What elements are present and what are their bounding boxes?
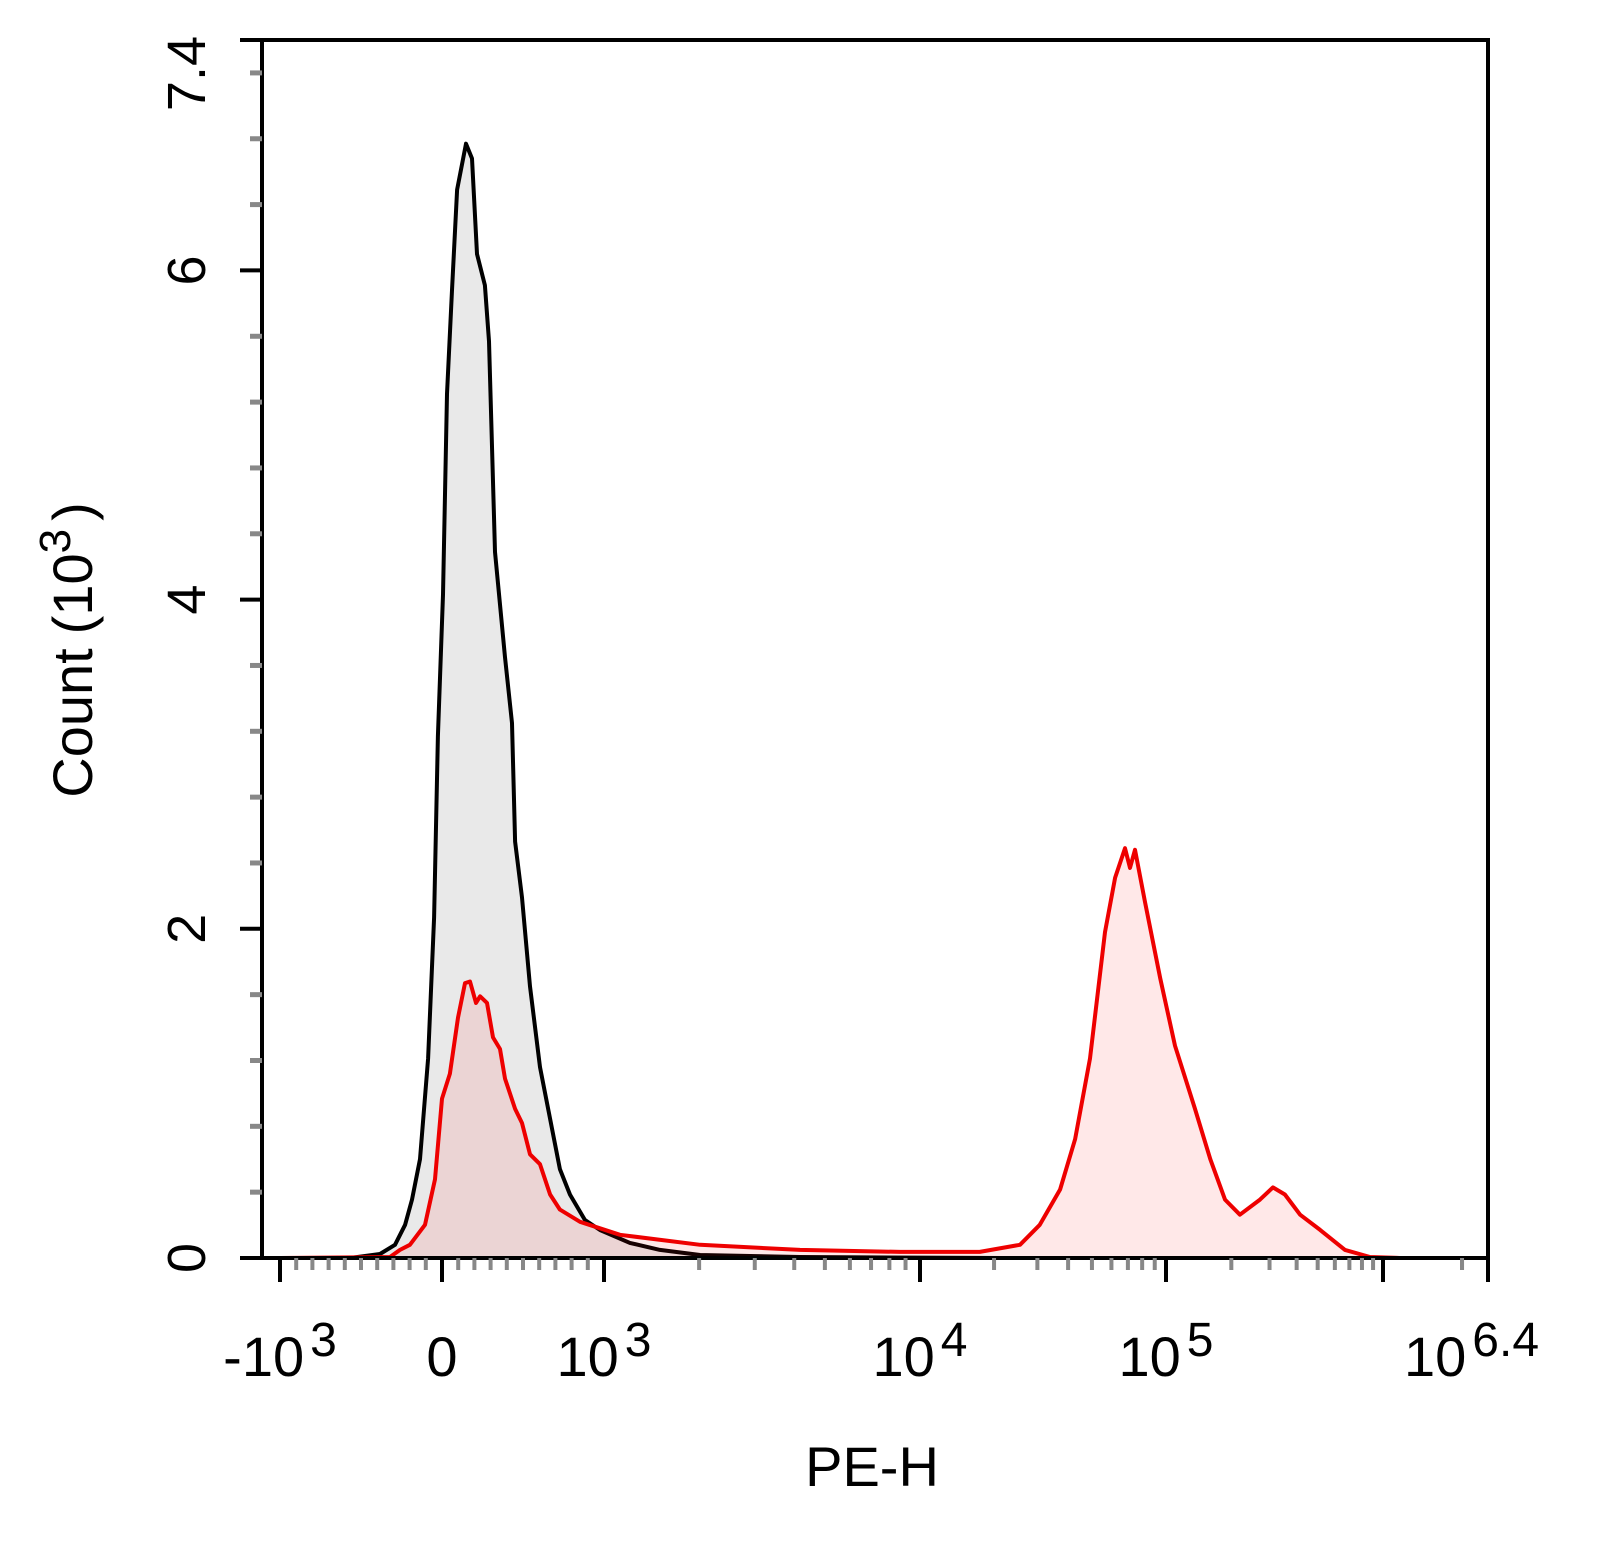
y-axis-label: Count (103) bbox=[31, 502, 104, 798]
x-tick-base: 10 bbox=[1119, 1325, 1181, 1388]
y-axis-unit-close: ) bbox=[41, 502, 104, 521]
y-tick-label: 4 bbox=[157, 585, 217, 615]
series-layer bbox=[262, 141, 1488, 1260]
x-tick-label: 10 4 bbox=[873, 1314, 968, 1388]
x-tick-label: 10 6.4 bbox=[1404, 1314, 1539, 1388]
x-tick-exp: 4 bbox=[941, 1314, 968, 1367]
x-tick-label: -10 3 bbox=[223, 1314, 337, 1388]
y-tick-label: 7.4 bbox=[157, 36, 217, 111]
y-tick-label: 2 bbox=[157, 914, 217, 944]
x-tick-base: -10 bbox=[223, 1325, 304, 1388]
x-tick-exp: 3 bbox=[625, 1314, 652, 1367]
series-1-line bbox=[279, 846, 1488, 1260]
series-0-fill bbox=[262, 143, 1488, 1259]
y-tick-label: 6 bbox=[157, 255, 217, 285]
plot-frame bbox=[260, 38, 1490, 1260]
x-tick-exp: 3 bbox=[310, 1314, 337, 1367]
x-tick-base: 10 bbox=[1404, 1325, 1466, 1388]
x-tick-exp: 5 bbox=[1187, 1314, 1214, 1367]
series-1-fill bbox=[262, 848, 1488, 1258]
y-tick-label: 0 bbox=[157, 1243, 217, 1273]
x-tick-label: 0 bbox=[426, 1325, 457, 1388]
x-tick-base: 0 bbox=[426, 1325, 457, 1388]
x-tick-label: 10 5 bbox=[1119, 1314, 1214, 1388]
y-axis-label-text: Count bbox=[41, 648, 104, 798]
y-axis-unit-base: (10 bbox=[41, 553, 104, 634]
y-axis-unit-exp: 3 bbox=[31, 529, 80, 553]
x-tick-base: 10 bbox=[557, 1325, 619, 1388]
x-tick-exp: 6.4 bbox=[1472, 1314, 1539, 1367]
x-tick-label: 10 3 bbox=[557, 1314, 652, 1388]
x-axis-label: PE-H bbox=[805, 1435, 939, 1498]
ticks-layer bbox=[240, 38, 1490, 1282]
x-tick-base: 10 bbox=[873, 1325, 935, 1388]
